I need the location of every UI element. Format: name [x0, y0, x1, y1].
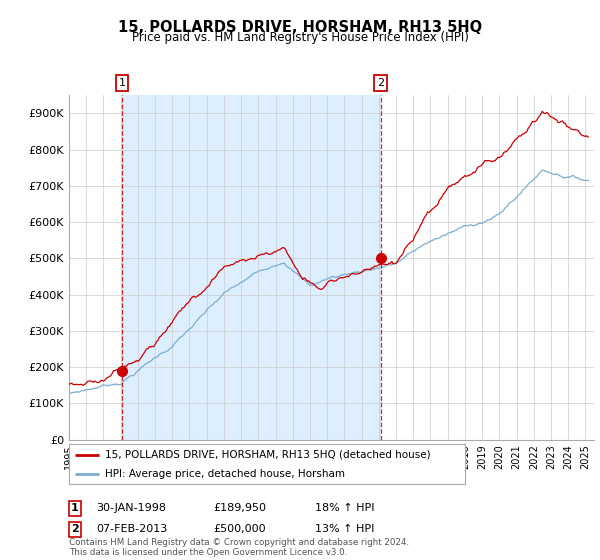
Text: HPI: Average price, detached house, Horsham: HPI: Average price, detached house, Hors…	[104, 469, 344, 479]
Text: 13% ↑ HPI: 13% ↑ HPI	[315, 524, 374, 534]
Text: 30-JAN-1998: 30-JAN-1998	[96, 503, 166, 514]
Bar	[122, 95, 380, 440]
Text: 18% ↑ HPI: 18% ↑ HPI	[315, 503, 374, 514]
Text: 2: 2	[377, 78, 384, 88]
Text: 15, POLLARDS DRIVE, HORSHAM, RH13 5HQ (detached house): 15, POLLARDS DRIVE, HORSHAM, RH13 5HQ (d…	[104, 450, 430, 460]
Text: 1: 1	[119, 78, 125, 88]
Text: 07-FEB-2013: 07-FEB-2013	[96, 524, 167, 534]
Text: Price paid vs. HM Land Registry's House Price Index (HPI): Price paid vs. HM Land Registry's House …	[131, 31, 469, 44]
Text: Contains HM Land Registry data © Crown copyright and database right 2024.
This d: Contains HM Land Registry data © Crown c…	[69, 538, 409, 557]
Text: £189,950: £189,950	[213, 503, 266, 514]
Text: 2: 2	[71, 524, 79, 534]
Text: 15, POLLARDS DRIVE, HORSHAM, RH13 5HQ: 15, POLLARDS DRIVE, HORSHAM, RH13 5HQ	[118, 20, 482, 35]
Text: £500,000: £500,000	[213, 524, 266, 534]
Text: 1: 1	[71, 503, 79, 514]
